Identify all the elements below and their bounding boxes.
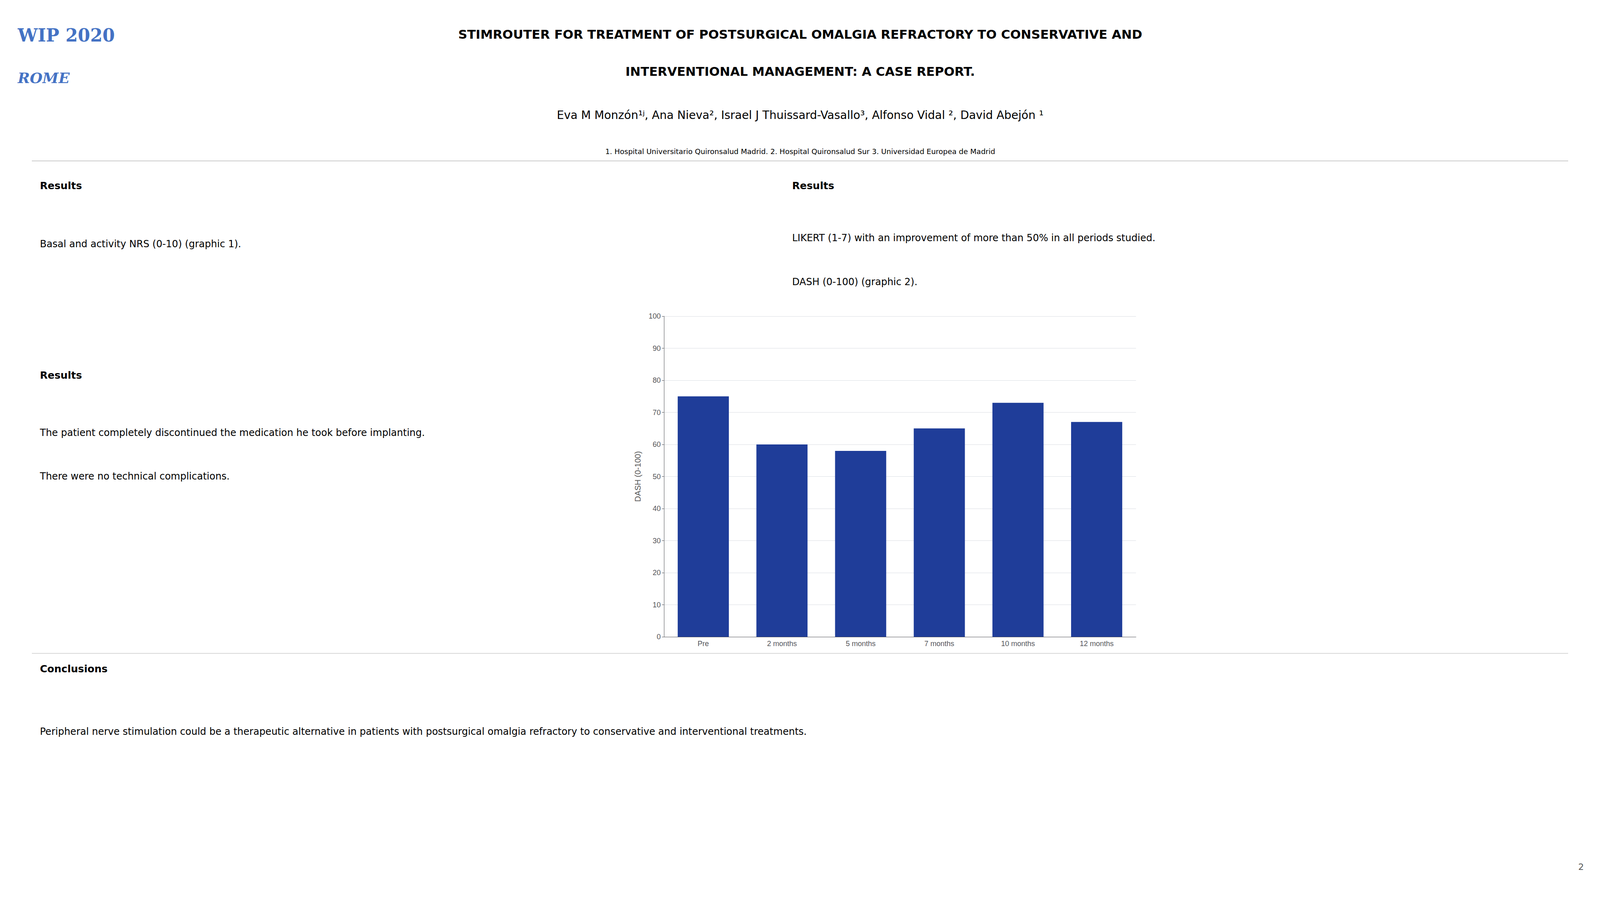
svg-text:Results: Results bbox=[39, 369, 82, 381]
svg-text:There were no technical compli: There were no technical complications. bbox=[39, 470, 230, 482]
svg-text:2 months: 2 months bbox=[767, 639, 797, 648]
svg-text:50: 50 bbox=[652, 472, 661, 481]
svg-text:1. Hospital Universitario Quir: 1. Hospital Universitario Quironsalud Ma… bbox=[605, 147, 995, 156]
svg-text:Results: Results bbox=[792, 179, 835, 192]
svg-text:90: 90 bbox=[652, 344, 661, 353]
svg-text:10: 10 bbox=[652, 600, 661, 609]
svg-text:Conclusions: Conclusions bbox=[39, 662, 108, 675]
svg-text:ROME: ROME bbox=[17, 69, 70, 87]
svg-text:The patient completely discont: The patient completely discontinued the … bbox=[39, 426, 425, 439]
svg-text:STIMROUTER FOR TREATMENT OF PO: STIMROUTER FOR TREATMENT OF POSTSURGICAL… bbox=[458, 27, 1143, 42]
svg-text:30: 30 bbox=[652, 536, 661, 545]
svg-text:Eva M Monzón¹ʲ, Ana Nieva², Is: Eva M Monzón¹ʲ, Ana Nieva², Israel J Thu… bbox=[556, 108, 1044, 122]
svg-text:Pre: Pre bbox=[697, 639, 710, 648]
svg-text:DASH (0-100) (graphic 2).: DASH (0-100) (graphic 2). bbox=[792, 276, 918, 288]
svg-text:40: 40 bbox=[652, 504, 661, 513]
svg-text:12 months: 12 months bbox=[1079, 639, 1114, 648]
svg-text:INTERVENTIONAL MANAGEMENT: A C: INTERVENTIONAL MANAGEMENT: A CASE REPORT… bbox=[625, 64, 976, 79]
svg-text:Basal and activity NRS (0-10): Basal and activity NRS (0-10) (graphic 1… bbox=[39, 238, 242, 250]
svg-text:Results: Results bbox=[39, 179, 82, 192]
svg-text:2: 2 bbox=[1578, 861, 1584, 872]
svg-text:20: 20 bbox=[652, 568, 661, 577]
svg-text:Peripheral nerve stimulation c: Peripheral nerve stimulation could be a … bbox=[39, 725, 807, 737]
svg-text:70: 70 bbox=[652, 408, 661, 417]
svg-text:80: 80 bbox=[652, 376, 661, 385]
svg-text:LIKERT (1-7) with an improveme: LIKERT (1-7) with an improvement of more… bbox=[792, 232, 1156, 244]
svg-text:DASH (0-100): DASH (0-100) bbox=[633, 451, 643, 502]
svg-text:0: 0 bbox=[656, 632, 661, 641]
svg-text:100: 100 bbox=[648, 312, 661, 321]
svg-text:60: 60 bbox=[652, 440, 661, 449]
svg-text:7 months: 7 months bbox=[924, 639, 955, 648]
svg-text:5 months: 5 months bbox=[845, 639, 876, 648]
svg-text:WIP 2020: WIP 2020 bbox=[17, 24, 115, 46]
svg-text:10 months: 10 months bbox=[1000, 639, 1035, 648]
